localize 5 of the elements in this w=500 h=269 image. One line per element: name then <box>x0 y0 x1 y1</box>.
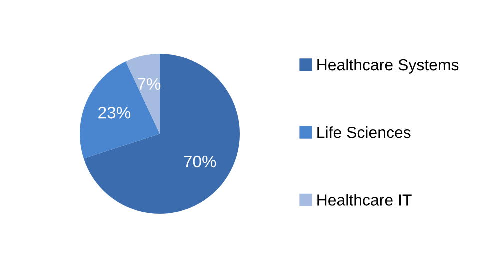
legend-label: Healthcare IT <box>318 194 412 206</box>
legend-label: Healthcare Systems <box>318 58 459 74</box>
data-label: 23% <box>98 106 131 119</box>
data-label: 70% <box>184 156 216 168</box>
legend-label: Life Sciences <box>318 126 411 138</box>
